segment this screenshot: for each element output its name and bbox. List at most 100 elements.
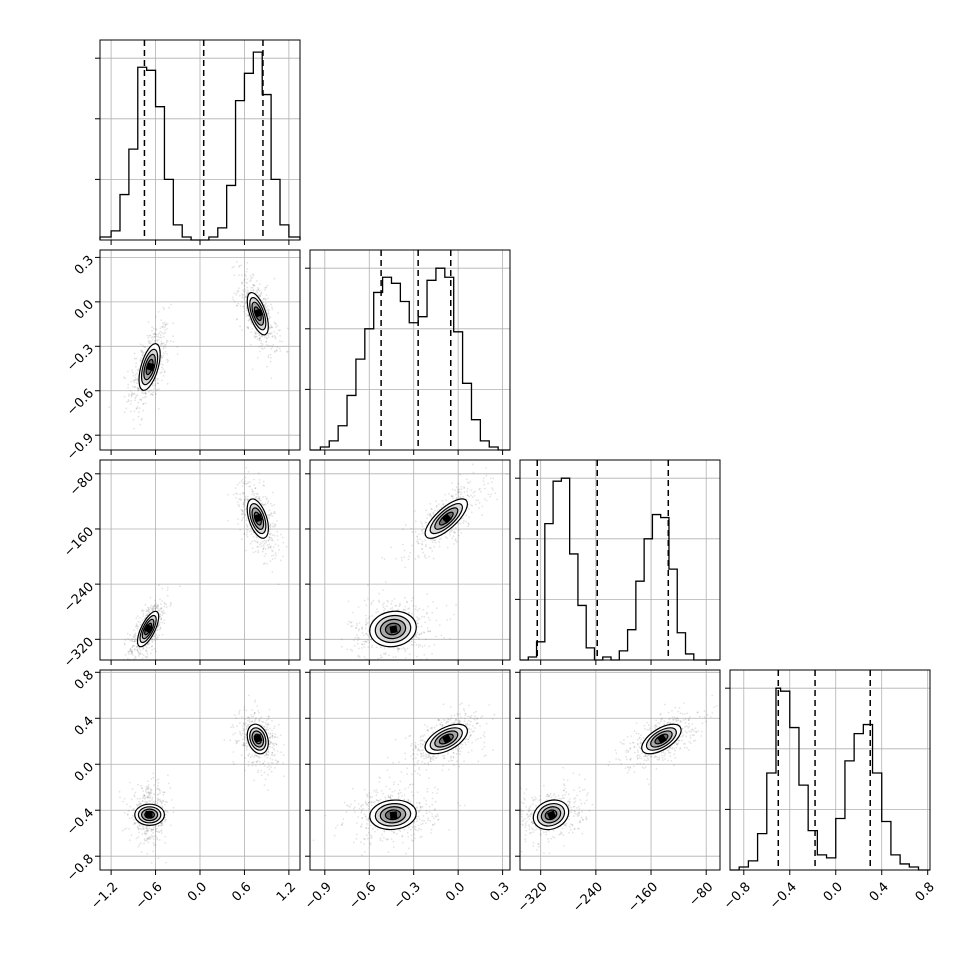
scatter-point: [367, 639, 369, 641]
scatter-point: [363, 837, 365, 840]
scatter-point: [475, 499, 478, 502]
scatter-point: [147, 321, 150, 323]
scatter-point: [166, 361, 169, 363]
scatter-point: [137, 621, 140, 623]
scatter-point: [269, 727, 271, 730]
scatter-point: [463, 760, 465, 763]
scatter-point: [427, 629, 430, 632]
scatter-point: [155, 827, 158, 830]
scatter-point: [274, 336, 277, 339]
scatter-point: [261, 335, 263, 337]
scatter-point: [417, 541, 419, 543]
scatter-point: [468, 727, 471, 730]
scatter-point: [256, 496, 258, 498]
scatter-point: [156, 388, 159, 391]
scatter-point: [340, 824, 343, 826]
scatter-point: [467, 525, 470, 528]
scatter-point: [418, 766, 421, 769]
scatter-point: [247, 481, 250, 483]
scatter-point: [336, 824, 339, 827]
scatter-point: [369, 843, 372, 846]
scatter-point: [432, 511, 435, 514]
scatter-point: [256, 493, 259, 495]
scatter-point: [250, 533, 253, 536]
scatter-point: [403, 828, 406, 831]
scatter-point: [464, 714, 467, 717]
scatter-point: [472, 712, 475, 714]
scatter-point: [458, 529, 460, 531]
scatter-point: [243, 499, 246, 502]
scatter-point: [263, 485, 265, 487]
scatter-point: [150, 792, 153, 795]
scatter-point: [242, 481, 245, 484]
scatter-point: [421, 743, 424, 745]
scatter-point: [271, 504, 273, 507]
scatter-point: [268, 514, 270, 517]
scatter-point: [249, 280, 251, 283]
scatter-point: [135, 408, 138, 410]
scatter-point: [267, 310, 270, 313]
scatter-point: [151, 648, 154, 651]
scatter-point: [240, 754, 243, 757]
scatter-point: [170, 303, 173, 306]
scatter-point: [275, 322, 277, 325]
scatter-point: [458, 495, 461, 498]
scatter-point: [161, 621, 164, 624]
scatter-point: [131, 640, 134, 643]
scatter-point: [494, 492, 497, 495]
scatter-panel-3-1: [305, 669, 511, 875]
scatter-point: [404, 566, 407, 569]
scatter-point: [244, 275, 247, 278]
scatter-point: [421, 532, 424, 535]
scatter-point: [427, 817, 430, 820]
scatter-point: [247, 499, 250, 501]
scatter-point: [253, 721, 256, 723]
scatter-point: [418, 748, 420, 751]
scatter-point: [242, 724, 244, 727]
scatter-point: [241, 478, 244, 481]
scatter-point: [138, 843, 141, 846]
scatter-point: [149, 797, 151, 800]
scatter-point: [154, 341, 157, 344]
scatter-point: [263, 764, 266, 767]
scatter-point: [399, 780, 402, 783]
scatter-point: [123, 642, 126, 644]
scatter-point: [360, 841, 362, 844]
scatter-point: [131, 638, 134, 640]
scatter-point: [404, 596, 406, 599]
scatter-point: [431, 550, 434, 552]
scatter-point: [238, 266, 240, 268]
scatter-point: [160, 356, 163, 359]
scatter-point: [159, 336, 161, 339]
scatter-point: [159, 800, 162, 803]
scatter-point: [419, 806, 422, 809]
scatter-point: [273, 744, 276, 747]
scatter-point: [160, 830, 162, 833]
scatter-point: [142, 646, 145, 649]
scatter-point: [273, 727, 275, 730]
scatter-point: [457, 490, 459, 493]
scatter-point: [133, 818, 135, 821]
scatter-point: [421, 739, 424, 742]
scatter-point: [441, 724, 444, 726]
scatter-point: [351, 649, 354, 652]
scatter-point: [141, 354, 144, 357]
scatter-point: [415, 644, 418, 646]
scatter-point: [253, 779, 256, 782]
scatter-point: [241, 281, 244, 284]
scatter-point: [141, 619, 144, 621]
scatter-point: [466, 723, 469, 726]
scatter-point: [242, 722, 245, 725]
scatter-point: [172, 322, 175, 325]
scatter-point: [458, 720, 461, 722]
scatter-point: [137, 651, 140, 653]
scatter-point: [260, 545, 263, 548]
scatter-point: [573, 802, 575, 804]
scatter-point: [258, 294, 261, 297]
scatter-point: [248, 752, 251, 755]
scatter-point: [270, 303, 273, 306]
scatter-point: [147, 837, 149, 840]
scatter-point: [470, 720, 472, 723]
scatter-point: [427, 753, 430, 756]
scatter-point: [157, 604, 160, 607]
